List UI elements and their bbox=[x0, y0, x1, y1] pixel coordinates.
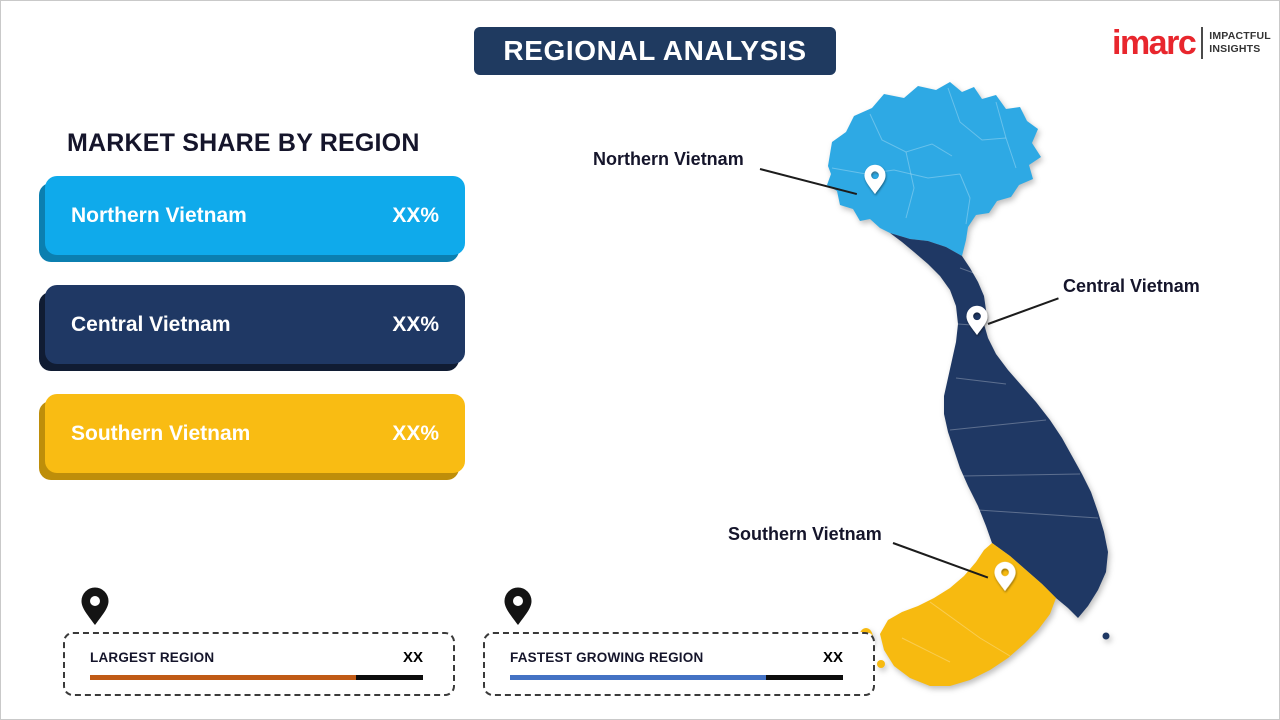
bar-segment-colored bbox=[510, 675, 767, 680]
region-card-central: Central Vietnam XX% bbox=[45, 285, 465, 364]
region-card-label: Southern Vietnam bbox=[71, 421, 251, 445]
region-card-northern: Northern Vietnam XX% bbox=[45, 176, 465, 255]
map-label-northern: Northern Vietnam bbox=[593, 149, 744, 169]
fastest-growing-region-bar bbox=[510, 675, 843, 680]
map-pins bbox=[864, 164, 1016, 591]
largest-region-value: XX bbox=[402, 649, 423, 666]
largest-region-bar bbox=[90, 675, 423, 680]
bar-segment-black bbox=[356, 675, 423, 680]
region-card-label: Northern Vietnam bbox=[71, 203, 247, 227]
map-pin-southern bbox=[994, 561, 1016, 591]
largest-region-label: LARGEST REGION bbox=[90, 650, 215, 665]
vietnam-map bbox=[827, 82, 1110, 686]
region-card-value: XX% bbox=[392, 203, 439, 227]
bar-segment-colored bbox=[90, 675, 357, 680]
page-title: REGIONAL ANALYSIS bbox=[474, 27, 836, 75]
fastest-growing-region-box: FASTEST GROWING REGION XX bbox=[483, 632, 875, 696]
map-region-central-vietnam bbox=[890, 233, 1108, 618]
logo-divider bbox=[1201, 27, 1204, 59]
fastest-growing-region-value: XX bbox=[822, 649, 843, 666]
region-card-label: Central Vietnam bbox=[71, 312, 231, 336]
location-pin-icon bbox=[504, 587, 532, 625]
logo-tagline-line1: IMPACTFUL bbox=[1209, 29, 1271, 42]
region-card-value: XX% bbox=[392, 421, 439, 445]
fastest-growing-region-label: FASTEST GROWING REGION bbox=[510, 650, 704, 665]
map-island-con-dao bbox=[1102, 632, 1110, 640]
map-region-northern-vietnam bbox=[827, 82, 1041, 256]
map-label-central: Central Vietnam bbox=[1063, 276, 1200, 296]
map-pin-northern bbox=[864, 164, 886, 194]
logo-tagline-line2: INSIGHTS bbox=[1209, 43, 1261, 55]
region-card-southern: Southern Vietnam XX% bbox=[45, 394, 465, 473]
bar-segment-black bbox=[766, 675, 843, 680]
map-pin-central bbox=[966, 305, 988, 335]
market-share-heading: MARKET SHARE BY REGION bbox=[67, 129, 420, 157]
logo-tagline: IMPACTFUL INSIGHTS bbox=[1209, 30, 1271, 56]
largest-region-box: LARGEST REGION XX bbox=[63, 632, 455, 696]
region-card-value: XX% bbox=[392, 312, 439, 336]
location-pin-icon bbox=[81, 587, 109, 625]
imarc-logo: imarc IMPACTFUL INSIGHTS bbox=[1112, 26, 1271, 60]
map-island bbox=[877, 660, 885, 668]
map-label-southern: Southern Vietnam bbox=[728, 524, 882, 544]
imarc-logo-text: imarc bbox=[1112, 24, 1197, 62]
